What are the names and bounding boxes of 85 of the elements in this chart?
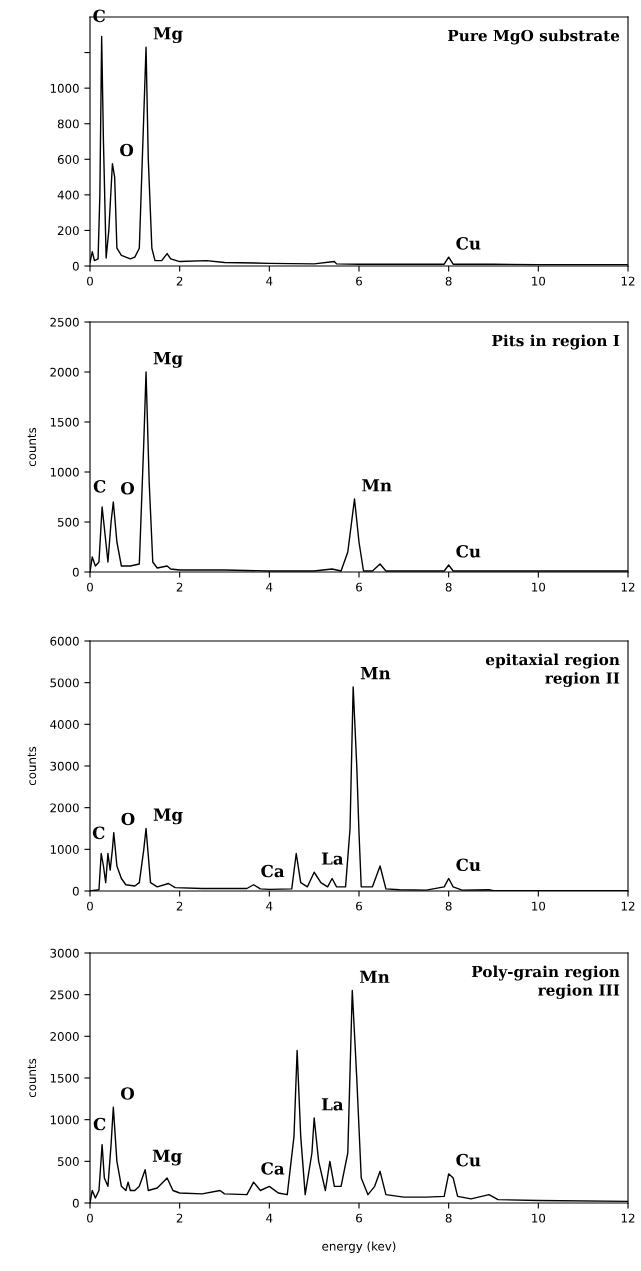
y-tick-label: 0 [72,1198,79,1208]
x-tick-label: 6 [356,582,363,592]
x-tick-label: 0 [87,1213,93,1223]
y-tick-label: 1000 [50,845,79,854]
x-tick-label: 8 [445,901,452,911]
annotation: C [93,1117,106,1131]
annotation: Ca [261,1162,285,1175]
y-tick-label: 1500 [50,417,79,427]
y-tick-label: 2000 [50,367,79,377]
x-tick-label: 10 [532,1213,546,1223]
x-tick-label: 2 [176,276,183,286]
annotation: O [121,812,135,826]
y-tick-label: 0 [72,567,79,577]
y-tick-label: 1000 [50,467,79,477]
y-axis-title: counts [27,427,37,467]
x-tick-label: 10 [532,582,546,592]
annotation: Mg [152,1149,182,1166]
y-tick-label: 400 [57,190,79,200]
text: Pure MgO substrate [447,29,620,45]
annotation: Cu [456,858,481,872]
annotation: O [120,482,135,495]
y-tick-label: 4000 [50,720,79,729]
y-tick-label: 2000 [50,1032,79,1041]
y-tick-label: 3000 [50,948,79,958]
y-axis-title: counts [27,1058,37,1098]
x-tick-label: 12 [621,276,635,286]
annotation: O [120,143,134,157]
y-tick-label: 1500 [50,1073,79,1083]
annotation: La [321,1098,344,1111]
annotation: Ca [261,864,285,878]
annotation: C [92,826,105,840]
x-tick-label: 2 [176,582,183,592]
x-tick-label: 4 [266,901,273,911]
x-tick-label: 12 [621,901,635,911]
x-tick-label: 4 [266,1213,273,1223]
y-tick-label: 0 [72,261,79,271]
y-tick-label: 3000 [50,761,79,771]
x-tick-label: 2 [176,901,183,911]
x-tick-label: 10 [532,276,546,286]
annotation: Mn [362,479,392,492]
y-tick-label: 800 [57,119,79,129]
y-tick-label: 200 [57,226,79,236]
y-tick-label: 500 [57,517,79,527]
text: Poly-grain region region III [471,965,620,999]
annotation: Cu [456,1153,481,1167]
x-tick-label: 8 [445,1213,452,1223]
y-tick-label: 2000 [50,803,79,813]
x-axis-title: energy (kev) [322,1241,396,1253]
annotation: O [120,1087,135,1100]
annotation: Mg [153,27,183,44]
text: Pits in region I [492,334,620,350]
x-tick-label: 0 [87,901,93,911]
x-tick-label: 8 [445,276,452,286]
x-tick-label: 8 [445,582,452,592]
x-tick-label: 10 [532,901,546,911]
x-tick-label: 4 [266,276,273,286]
annotation: Mg [153,351,183,368]
annotation: Mn [359,970,390,983]
annotation: C [93,9,105,23]
annotation: La [321,852,344,865]
annotation: Mn [360,667,391,680]
y-tick-label: 1000 [50,83,79,93]
x-tick-label: 2 [176,1213,183,1223]
x-tick-label: 0 [87,582,93,592]
annotation: Cu [456,545,481,558]
y-tick-label: 0 [72,886,79,896]
x-tick-label: 12 [621,582,635,592]
x-tick-label: 6 [356,276,363,286]
x-tick-label: 6 [356,1213,363,1223]
x-tick-label: 0 [87,276,93,286]
y-axis-title: counts [27,746,37,786]
y-tick-label: 1000 [50,1115,79,1125]
text: epitaxial region region II [485,653,620,687]
x-tick-label: 12 [621,1213,635,1223]
y-tick-label: 2500 [50,990,79,1000]
x-tick-label: 4 [266,582,273,592]
annotation: Cu [456,237,481,250]
y-tick-label: 500 [57,1157,79,1166]
y-tick-label: 5000 [50,678,79,688]
annotation: Mg [153,808,183,825]
y-tick-label: 6000 [50,636,79,646]
y-tick-label: 2500 [50,317,79,327]
annotation: C [93,480,106,493]
y-tick-label: 600 [57,155,79,164]
x-tick-label: 6 [356,901,363,911]
